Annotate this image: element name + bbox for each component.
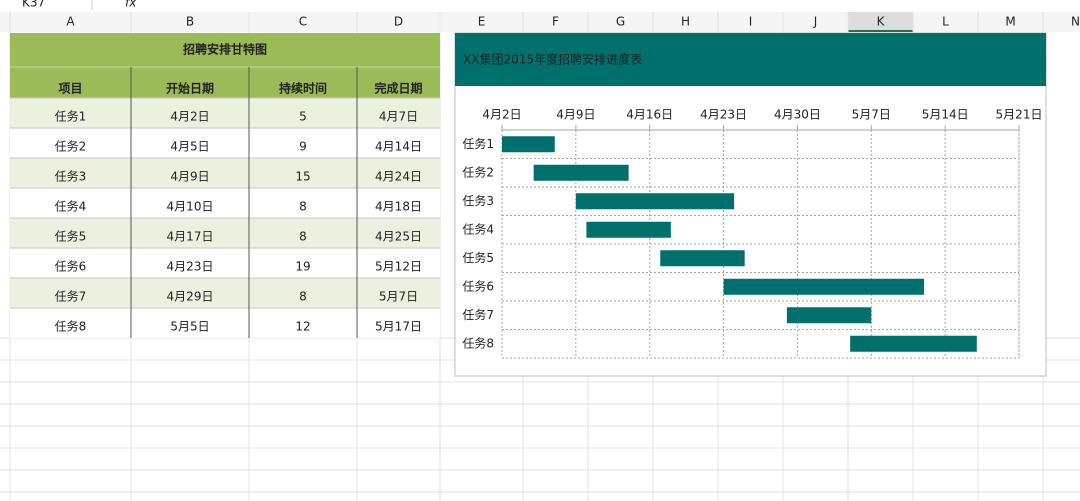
gantt-bar (502, 136, 555, 153)
table-cell[interactable]: 5月5日 (170, 320, 209, 334)
table-cell[interactable]: 任务5 (55, 229, 87, 244)
column-letter[interactable]: H (681, 15, 690, 29)
y-tick-label: 任务4 (462, 221, 494, 236)
table-cell[interactable]: 任务4 (55, 199, 87, 214)
table-row-bg (10, 248, 440, 278)
table-cell[interactable]: 5月17日 (375, 320, 422, 334)
y-tick-label: 任务5 (462, 250, 494, 265)
table-cell[interactable]: 4月18日 (375, 200, 422, 214)
column-letter[interactable]: A (66, 15, 75, 29)
selected-column-header (848, 12, 913, 32)
column-letter[interactable]: D (394, 15, 403, 29)
column-letter[interactable]: K (877, 15, 886, 29)
table-row-bg (10, 218, 440, 248)
x-tick-label: 5月7日 (852, 108, 891, 122)
chart-frame (454, 32, 1047, 377)
y-tick-label: 任务3 (462, 193, 494, 208)
table-row-bg (10, 128, 440, 158)
column-letter[interactable]: C (299, 15, 307, 29)
table-cell[interactable]: 任务1 (55, 109, 87, 124)
table-header: 完成日期 (374, 81, 422, 96)
table-title-bg (10, 33, 440, 67)
y-tick-label: 任务7 (462, 307, 494, 322)
column-letter[interactable]: M (1005, 15, 1015, 29)
column-letter[interactable]: G (616, 15, 625, 29)
table-cell[interactable]: 4月5日 (170, 140, 209, 154)
table-header: 持续时间 (279, 81, 327, 96)
column-letter[interactable]: E (478, 15, 486, 29)
gantt-bar (533, 164, 629, 181)
column-header-bar (0, 12, 1080, 32)
y-tick-label: 任务8 (462, 335, 494, 350)
x-tick-label: 4月16日 (626, 108, 673, 122)
table-cell[interactable]: 5月12日 (375, 260, 422, 274)
table-cell[interactable]: 12 (295, 320, 310, 334)
name-box[interactable]: K37 (22, 0, 45, 10)
column-letter[interactable]: L (942, 15, 949, 29)
table-cell[interactable]: 任务6 (55, 259, 87, 274)
column-letter[interactable]: I (749, 15, 753, 29)
x-tick-label: 4月30日 (774, 108, 821, 122)
table-cell[interactable]: 4月24日 (375, 170, 422, 184)
chart-title: XX集团2015年度招聘安排进度表 (463, 52, 642, 67)
formula-label: fx (125, 0, 137, 10)
y-tick-label: 任务6 (462, 278, 494, 293)
gantt-bar (660, 250, 745, 267)
table-cell[interactable]: 8 (299, 230, 307, 244)
table-cell[interactable]: 任务3 (55, 169, 87, 184)
table-cell[interactable]: 19 (295, 260, 310, 274)
table-cell[interactable]: 4月9日 (170, 170, 209, 184)
table-cell[interactable]: 4月23日 (167, 260, 214, 274)
chart-title-bg (455, 33, 1046, 86)
gantt-bar (723, 278, 925, 295)
gantt-bar (850, 335, 977, 352)
column-letter[interactable]: J (813, 15, 818, 29)
x-tick-label: 5月21日 (996, 108, 1043, 122)
gantt-bar (786, 307, 872, 324)
table-cell[interactable]: 4月10日 (167, 200, 214, 214)
table-cell[interactable]: 任务2 (55, 139, 87, 154)
table-header: 开始日期 (166, 81, 214, 96)
gantt-bar (586, 221, 671, 238)
table-cell[interactable]: 4月29日 (167, 290, 214, 304)
table-title: 招聘安排甘特图 (183, 42, 267, 57)
table-row-bg (10, 158, 440, 188)
table-cell[interactable]: 5月7日 (379, 290, 418, 304)
table-row-bg (10, 308, 440, 338)
y-tick-label: 任务1 (462, 136, 494, 151)
x-tick-label: 4月23日 (700, 108, 747, 122)
table-row-bg (10, 278, 440, 308)
table-cell[interactable]: 任务8 (55, 319, 87, 334)
table-header: 项目 (58, 82, 82, 96)
y-tick-label: 任务2 (462, 164, 494, 179)
column-letter[interactable]: N (1071, 15, 1080, 29)
table-cell[interactable]: 15 (295, 170, 310, 184)
x-tick-label: 5月14日 (922, 108, 969, 122)
column-letter[interactable]: F (552, 15, 559, 29)
x-tick-label: 4月2日 (482, 108, 521, 122)
gantt-bar (575, 193, 735, 210)
table-cell[interactable]: 4月25日 (375, 230, 422, 244)
table-cell[interactable]: 任务7 (55, 289, 87, 304)
table-cell[interactable]: 5 (299, 110, 307, 124)
table-cell[interactable]: 4月2日 (170, 110, 209, 124)
table-header-bg (10, 67, 440, 98)
table-row-bg (10, 98, 440, 128)
table-cell[interactable]: 4月7日 (379, 110, 418, 124)
column-letter[interactable]: B (186, 15, 194, 29)
table-cell[interactable]: 4月14日 (375, 140, 422, 154)
table-cell[interactable]: 4月17日 (167, 230, 214, 244)
table-cell[interactable]: 8 (299, 290, 307, 304)
toolbar (0, 0, 1080, 12)
table-row-bg (10, 188, 440, 218)
table-cell[interactable]: 8 (299, 200, 307, 214)
table-cell[interactable]: 9 (299, 140, 307, 154)
x-tick-label: 4月9日 (556, 108, 595, 122)
